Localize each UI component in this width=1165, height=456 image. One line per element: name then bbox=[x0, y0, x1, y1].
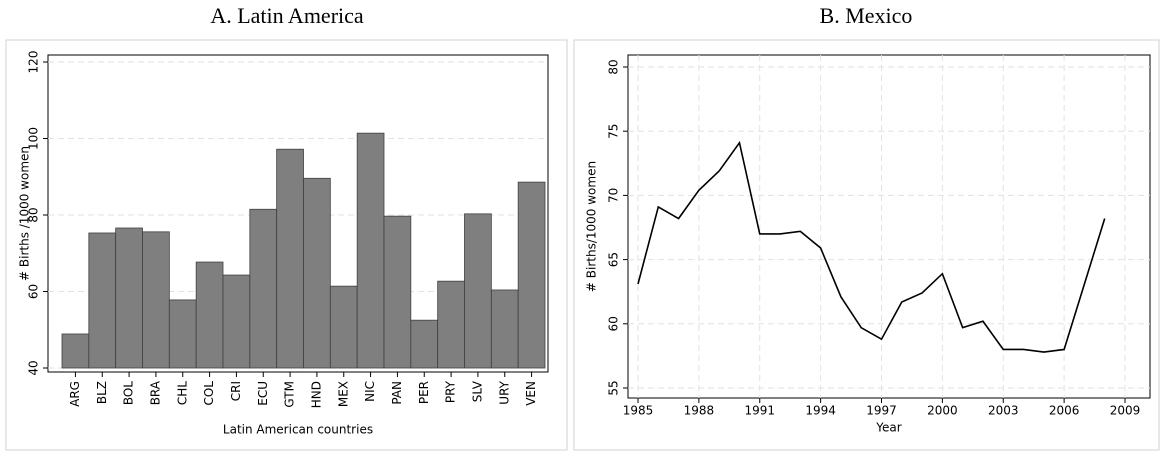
y-axis-label: # Births /1000 women bbox=[18, 146, 32, 281]
chart-title: B. Mexico bbox=[820, 3, 913, 28]
bar bbox=[383, 215, 412, 369]
bar bbox=[276, 148, 304, 369]
y-tick-label: 80 bbox=[27, 207, 41, 222]
y-axis-label: # Births/1000 women bbox=[585, 161, 599, 292]
y-tick-label: 80 bbox=[607, 59, 621, 74]
x-tick-label: COL bbox=[202, 381, 216, 406]
bar bbox=[517, 181, 546, 369]
x-tick-label: CRI bbox=[229, 381, 243, 401]
bar bbox=[356, 132, 385, 369]
bar bbox=[464, 213, 492, 369]
panel-b bbox=[573, 39, 1160, 451]
bar bbox=[61, 333, 90, 369]
bar bbox=[303, 177, 331, 369]
bar bbox=[410, 319, 439, 369]
x-tick-label: VEN bbox=[524, 381, 538, 406]
bar bbox=[88, 232, 117, 369]
bar bbox=[249, 208, 278, 369]
y-tick-label: 70 bbox=[607, 188, 621, 203]
bar bbox=[142, 231, 170, 369]
x-tick-label: CHL bbox=[175, 381, 189, 405]
bar bbox=[329, 285, 358, 369]
y-tick-label: 60 bbox=[607, 316, 621, 331]
plot-frame bbox=[47, 54, 549, 373]
x-tick-label: ARG bbox=[68, 381, 82, 407]
x-tick-label: BOL bbox=[122, 381, 136, 405]
x-axis-label: Latin American countries bbox=[223, 423, 373, 437]
y-tick-label: 100 bbox=[27, 127, 41, 150]
x-tick-label: BRA bbox=[148, 380, 162, 405]
x-tick-label: 2000 bbox=[927, 404, 958, 418]
x-tick-label: URY bbox=[497, 380, 511, 404]
x-tick-label: 1988 bbox=[684, 404, 715, 418]
bar bbox=[115, 227, 143, 369]
y-tick-label: 75 bbox=[607, 124, 621, 139]
x-tick-label: PRY bbox=[444, 380, 458, 403]
x-tick-label: 1994 bbox=[805, 404, 836, 418]
bar bbox=[437, 280, 465, 369]
x-tick-label: NIC bbox=[363, 381, 377, 402]
x-tick-label: SLV bbox=[470, 380, 484, 402]
y-tick-label: 55 bbox=[607, 380, 621, 395]
x-tick-label: 2006 bbox=[1049, 404, 1080, 418]
x-tick-label: PER bbox=[417, 381, 431, 404]
x-tick-label: HND bbox=[309, 381, 323, 408]
y-tick-label: 60 bbox=[27, 284, 41, 299]
x-axis-label: Year bbox=[875, 421, 901, 435]
bar bbox=[168, 299, 197, 369]
x-tick-label: BLZ bbox=[95, 381, 109, 404]
plot-frame bbox=[627, 54, 1151, 399]
line-series bbox=[637, 140, 1106, 353]
bar bbox=[222, 274, 251, 369]
x-tick-label: 1985 bbox=[623, 404, 654, 418]
bar bbox=[490, 289, 519, 369]
chart-title: A. Latin America bbox=[210, 3, 364, 28]
y-tick-label: 65 bbox=[607, 252, 621, 267]
y-tick-label: 40 bbox=[27, 360, 41, 375]
x-tick-label: 2003 bbox=[988, 404, 1019, 418]
x-tick-label: ECU bbox=[256, 381, 270, 406]
bar bbox=[195, 261, 224, 369]
y-tick-label: 120 bbox=[27, 51, 41, 74]
x-tick-label: 1997 bbox=[866, 404, 897, 418]
x-tick-label: PAN bbox=[390, 381, 404, 405]
x-tick-label: GTM bbox=[283, 381, 297, 408]
x-tick-label: MEX bbox=[336, 381, 350, 407]
x-tick-label: 1991 bbox=[744, 404, 775, 418]
x-tick-label: 2009 bbox=[1110, 404, 1141, 418]
